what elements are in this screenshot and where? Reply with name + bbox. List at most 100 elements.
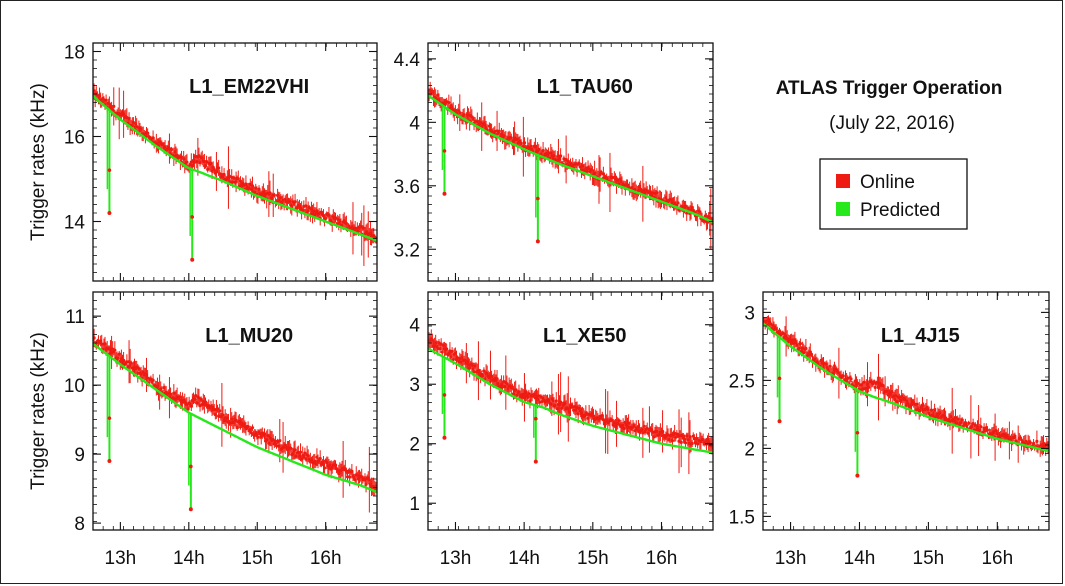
online-point [170,147,174,152]
x-tick-label: 16h [646,548,678,569]
online-point [168,392,173,396]
online-point [221,413,225,417]
online-point [1028,441,1032,445]
y-tick-label: 10 [64,376,85,397]
online-point [303,451,307,455]
online-point [505,382,509,386]
online-point [915,402,919,406]
online-point [541,148,545,153]
online-point [953,415,958,419]
online-point [519,141,523,145]
online-point [256,435,260,439]
online-point [447,101,451,105]
online-point [554,399,558,403]
online-point [234,418,238,422]
y-axis-label: Trigger rates (kHz) [28,83,49,241]
online-dip-point [107,211,112,215]
online-point [215,407,220,411]
online-point [151,378,155,382]
x-tick-label: 14h [173,548,205,569]
x-tick-label: 13h [105,548,137,569]
online-point [293,200,297,204]
online-point [272,193,276,197]
legend-swatch-online [836,174,850,188]
online-point [510,385,515,389]
chart-panel-l1-xe50: 1 2 3 4 13h 14h 15h 16h L1_XE50 [409,291,714,569]
legend: Online Predicted [819,158,968,230]
panel-title: L1_EM22VHI [189,76,309,98]
online-point [306,209,310,213]
y-tick-label: 11 [65,307,85,328]
online-point [217,166,221,170]
online-point [462,113,466,117]
online-point [1035,439,1039,444]
chart-panel-l1-4j15: 1.5 2 2.5 3 13h 14h 15h 16h L1_4J15 [729,291,1050,569]
online-point [93,336,96,340]
y-tick-label: 14 [64,213,86,234]
x-tick-label: 13h [775,548,807,569]
panel-title: L1_TAU60 [537,76,633,98]
online-point [873,385,877,390]
online-point [249,431,253,435]
plot-area [93,83,377,266]
x-tick-label: 13h [440,548,472,569]
online-point [849,377,853,381]
online-point [881,383,885,388]
online-point [867,385,871,389]
online-point [559,154,563,158]
online-dip-point [442,435,447,440]
online-point [278,439,282,443]
y-tick-label: 1.5 [729,507,755,528]
y-tick-label: 4.4 [394,50,421,71]
online-point [112,104,116,109]
online-point [705,220,710,224]
online-point [566,159,570,163]
online-dip-point [107,168,112,172]
online-dip-point [442,149,447,153]
online-point [449,355,453,359]
online-point [205,160,209,164]
online-point [1013,434,1017,438]
online-dip-point [442,393,447,397]
online-dip-point [535,239,540,244]
online-point [113,348,117,352]
online-point [522,141,527,145]
online-point [509,136,513,140]
y-tick-label: 3.2 [394,240,420,261]
x-tick-label: 14h [844,548,876,569]
online-dip-point [534,416,538,421]
online-point [481,374,485,378]
online-point [967,421,971,425]
online-point [104,98,108,102]
legend-box [819,158,968,230]
online-point [497,129,501,133]
x-tick-label: 16h [981,548,1013,569]
x-tick-label: 15h [577,548,609,569]
online-dip-point [189,464,193,469]
online-point [238,179,243,183]
online-point [701,438,705,442]
online-point [185,160,189,164]
panel-title: L1_4J15 [881,325,960,347]
y-tick-label: 9 [74,445,85,466]
online-point [344,221,349,226]
panel-title: L1_XE50 [543,325,626,347]
online-dip-point [855,430,860,435]
legend-label-online: Online [860,172,915,193]
online-point [298,450,303,454]
online-point [179,155,184,159]
panel-background [93,292,377,530]
online-point [683,441,688,445]
predicted-line [93,95,377,242]
predicted-line [93,342,377,494]
y-tick-label: 4 [409,316,420,337]
online-point [197,154,201,158]
online-point [450,349,454,353]
y-tick-label: 2.5 [729,371,755,392]
online-dip-point [188,507,193,512]
online-point [679,440,683,444]
online-point [979,425,983,429]
online-dip-point [190,215,195,219]
y-tick-label: 3 [744,303,755,324]
